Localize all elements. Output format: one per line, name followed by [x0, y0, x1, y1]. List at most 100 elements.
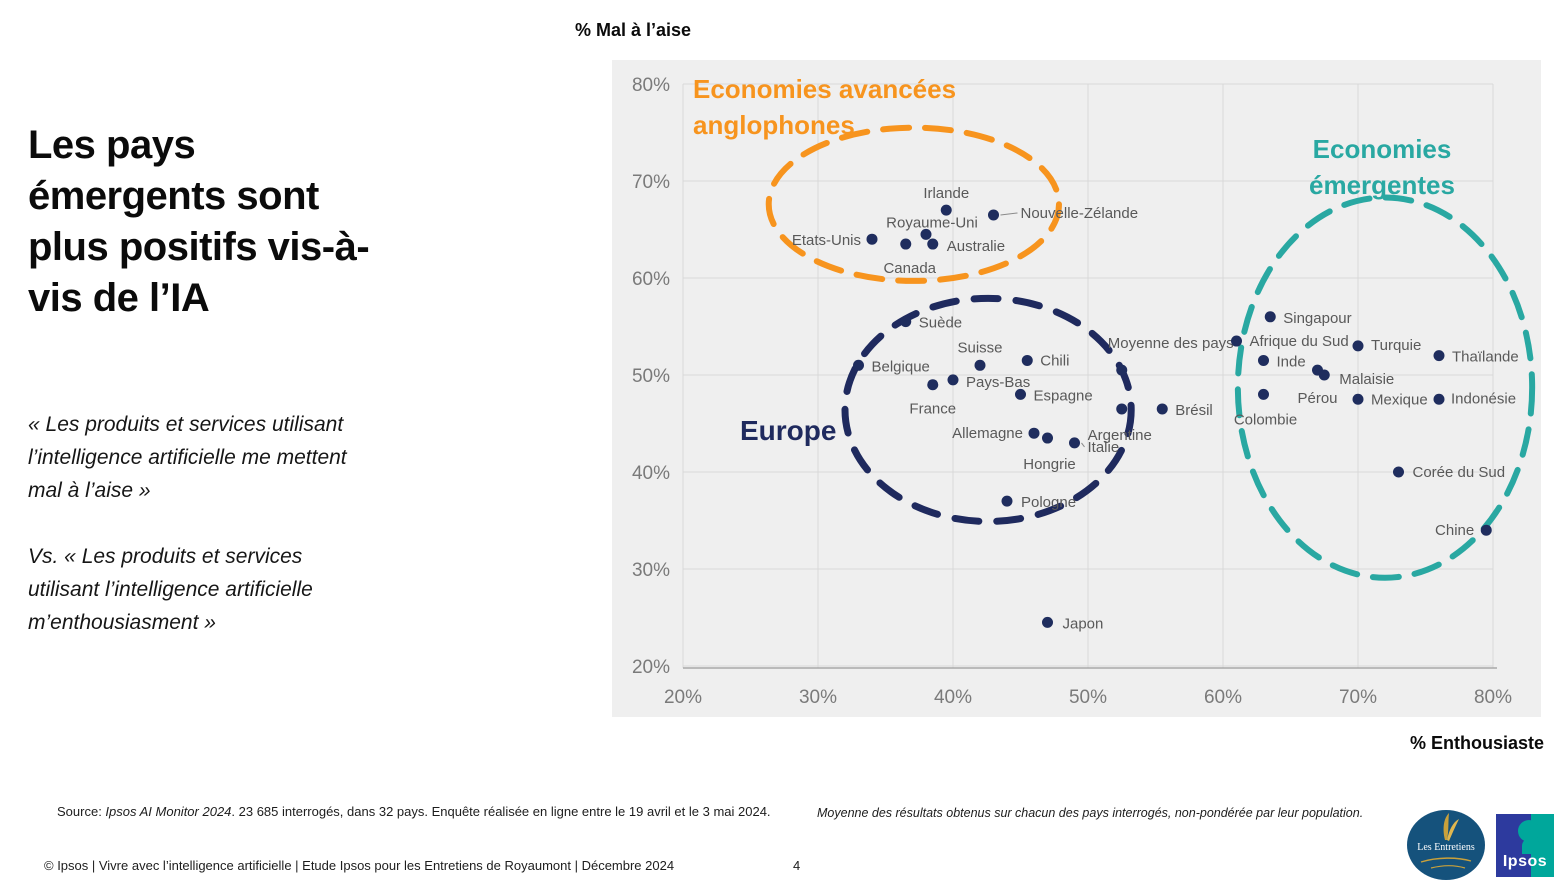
cluster-label-emergentes: Economies [1313, 134, 1452, 164]
scatter-chart: 20% 30% 40% 50% 60% 70% 80% 20% 30% 40% 50% 60% 70% 8… [632, 74, 1536, 708]
point-label: Argentine [1088, 427, 1152, 444]
point-label: Allemagne [952, 425, 1023, 442]
point-Thaïlande [1433, 350, 1445, 362]
point-Etats-Unis [866, 233, 878, 245]
x-tick-label: 40% [934, 687, 972, 708]
point-France [927, 379, 939, 391]
point-label: Chili [1040, 352, 1069, 369]
point-label: Corée du Sud [1413, 464, 1506, 481]
label-connector [1000, 212, 1018, 216]
point-Corée du Sud [1393, 466, 1404, 478]
cluster-ellipse-emergentes [1234, 194, 1536, 581]
source-suffix: . 23 685 interrogés, dans 32 pays. Enquê… [231, 804, 771, 819]
y-tick-label: 50% [632, 366, 670, 387]
x-axis-title: % Enthousiaste [1409, 733, 1544, 753]
point-label: Singapour [1283, 310, 1351, 327]
point-Moyenne des pays [1116, 364, 1128, 376]
x-tick-label: 20% [664, 687, 702, 708]
cluster-label-anglophone: anglophones [693, 110, 855, 140]
page-title: Les pays émergents sont plus positifs vi… [28, 123, 370, 320]
point-label: Pérou [1297, 390, 1337, 407]
point-Inde [1258, 354, 1269, 366]
point-Chine [1480, 524, 1492, 536]
point-Italie [1069, 437, 1080, 449]
methodology-note: Moyenne des résultats obtenus sur chacun… [817, 806, 1364, 820]
x-tick-label: 60% [1204, 687, 1242, 708]
feather-icon [1420, 813, 1472, 869]
y-tick-label: 20% [632, 657, 670, 678]
point-label: Japon [1063, 615, 1104, 632]
quote-enthusiastic: Vs. « Les produits et services utilisant… [28, 545, 313, 634]
point-Colombie [1258, 388, 1269, 400]
ipsos-logo-title: Ipsos [1502, 853, 1548, 870]
x-tick-label: 80% [1474, 687, 1512, 708]
x-tick-label: 70% [1339, 687, 1377, 708]
scatter-chart-panel: 20% 30% 40% 50% 60% 70% 80% 20% 30% 40% 50% 60% 70% 8… [612, 60, 1541, 717]
point-label: Canada [883, 260, 936, 277]
source-study-name: Ipsos AI Monitor 2024 [105, 804, 232, 819]
point-label: Pays-Bas [966, 374, 1030, 391]
les-entretiens-logo-title: Les Entretiens [1417, 842, 1475, 853]
y-tick-label: 80% [632, 75, 670, 96]
point-label: Inde [1277, 353, 1306, 370]
point-Afrique du Sud [1231, 335, 1242, 347]
point-Chili [1021, 354, 1033, 366]
point-label: Indonésie [1451, 390, 1516, 407]
cluster-label-anglophone: Economies avancées [693, 74, 956, 104]
point-Suède [900, 316, 912, 328]
source-prefix: Source: [57, 804, 106, 819]
point-Pologne [1001, 495, 1013, 507]
y-tick-label: 70% [632, 172, 670, 193]
point-Mexique [1352, 393, 1364, 405]
point-label: Suède [919, 315, 962, 332]
point-label: Chine [1435, 522, 1474, 539]
label-connector [1081, 442, 1085, 448]
point-Argentine [1116, 403, 1128, 415]
y-tick-label: 60% [632, 269, 670, 290]
point-Royaume-Uni [920, 228, 932, 240]
y-axis-title: % Mal à l’aise [575, 20, 692, 40]
cluster-label-europe: Europe [740, 415, 836, 446]
point-Indonésie [1433, 393, 1445, 405]
point-label: Colombie [1234, 411, 1297, 428]
source-note: Source: Ipsos AI Monitor 2024. 23 685 in… [57, 804, 771, 819]
point-Irlande [940, 204, 952, 216]
point-Allemagne [1028, 427, 1040, 439]
copyright-line: © Ipsos | Vivre avec l’intelligence arti… [44, 858, 675, 873]
point-label: Malaisie [1339, 371, 1394, 388]
point-Belgique [853, 359, 864, 371]
point-label: Mexique [1371, 391, 1428, 408]
x-tick-label: 50% [1069, 687, 1107, 708]
point-Malaisie [1318, 369, 1330, 381]
point-Nouvelle-Zélande [988, 209, 999, 221]
point-label: Nouvelle-Zélande [1021, 205, 1139, 222]
point-Brésil [1156, 403, 1168, 415]
point-label: Belgique [872, 358, 930, 375]
point-label: Thaïlande [1452, 349, 1519, 366]
cluster-label-emergentes: émergentes [1309, 170, 1455, 200]
point-Suisse [974, 359, 986, 371]
point-label: Suisse [957, 339, 1002, 356]
x-tick-label: 30% [799, 687, 837, 708]
quote-uncomfortable: « Les produits et services utilisant l’i… [28, 413, 347, 502]
point-label: Pologne [1021, 494, 1076, 511]
point-Espagne [1015, 388, 1026, 400]
point-Japon [1042, 616, 1053, 628]
ipsos-logo: Ipsos [1496, 814, 1554, 877]
ipsos-head-icon [1518, 820, 1540, 842]
point-label: Irlande [923, 185, 969, 202]
point-label: Etats-Unis [792, 232, 861, 249]
point-Australie [927, 238, 939, 250]
point-label: Hongrie [1023, 456, 1076, 473]
point-label: Afrique du Sud [1250, 333, 1349, 350]
point-Hongrie [1042, 432, 1053, 444]
ipsos-bust-icon [1522, 838, 1540, 854]
point-label: Italie [1088, 439, 1120, 456]
point-label: Espagne [1034, 387, 1093, 404]
page-number: 4 [793, 858, 801, 873]
point-label: Turquie [1371, 337, 1421, 354]
point-label: Moyenne des pays [1108, 335, 1234, 352]
point-label: France [909, 401, 956, 418]
cluster-ellipse-europe [841, 294, 1135, 525]
